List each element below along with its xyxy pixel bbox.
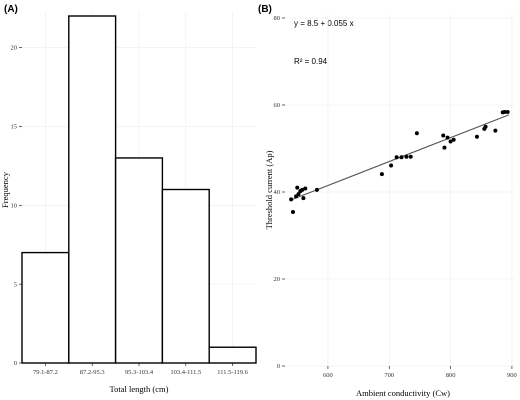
- panel-b-y-tick-label: 60: [274, 102, 281, 109]
- data-point: [295, 185, 300, 190]
- bar-79.1-87.2: [21, 251, 70, 364]
- panel-a-plot: 0 5 10 15 20 79.1-87.2 87.2-95.3 95.3-103.4 103.…: [11, 12, 257, 376]
- panel-a-x-tick-label: 95.3-103.4: [125, 369, 154, 376]
- data-point: [493, 128, 498, 133]
- panel-a-y-tick-label: 0: [14, 360, 17, 367]
- data-point: [379, 172, 384, 177]
- panel-label-b: (B): [258, 4, 272, 15]
- panel-b-y-tick-label: 80: [274, 15, 281, 22]
- bar-103.4-111.5: [161, 188, 210, 364]
- data-point: [441, 133, 446, 138]
- panel-b-x-axis-title: Ambient conductivity (Cw): [356, 388, 450, 398]
- data-point: [303, 186, 308, 191]
- data-point: [502, 109, 507, 114]
- data-point: [445, 135, 450, 140]
- panel-a-x-tick-label: 103.4-111.5: [170, 369, 201, 376]
- data-point: [505, 109, 510, 114]
- data-point: [483, 124, 488, 129]
- panel-a-y-tick-label: 10: [11, 202, 18, 209]
- panel-b-y-tick-label: 0: [277, 363, 280, 370]
- panel-label-a: (A): [4, 4, 18, 15]
- data-point: [314, 187, 319, 192]
- panel-a-y-tick-label: 5: [14, 281, 17, 288]
- bar-87.2-95.3: [68, 15, 117, 364]
- data-point: [448, 139, 453, 144]
- regression-equation: y = 8.5 + 0.055 x: [294, 19, 354, 28]
- panel-a-y-tick-label: 20: [11, 45, 18, 52]
- data-point: [296, 192, 301, 197]
- panel-a-y-axis-title: Frequency: [0, 171, 10, 208]
- data-point: [408, 154, 413, 159]
- panel-a-x-tick-label: 87.2-95.3: [80, 369, 105, 376]
- panel-a-x-tick-label: 111.5-119.6: [217, 369, 248, 376]
- panel-b-plot: 0 20 40 60 80 600 700 800 900: [274, 14, 517, 379]
- data-point: [300, 187, 305, 192]
- data-point: [474, 134, 479, 139]
- data-point: [389, 163, 394, 168]
- r-squared: R² = 0.94: [294, 57, 328, 66]
- data-point: [414, 131, 419, 136]
- data-point: [442, 145, 447, 150]
- data-point: [301, 196, 306, 201]
- data-point: [399, 155, 404, 160]
- panel-b-x-tick-label: 600: [323, 372, 333, 379]
- data-point: [394, 155, 399, 160]
- panel-a-x-axis-title: Total length (cm): [110, 384, 169, 394]
- panel-a-x-tick-label: 79.1-87.2: [33, 369, 58, 376]
- bar-111.5-119.6: [208, 346, 257, 364]
- panel-b-y-tick-label: 40: [274, 189, 281, 196]
- data-point: [290, 210, 295, 215]
- data-point: [451, 137, 456, 142]
- panel-b-y-axis-title: Threshold current (Ap): [264, 150, 274, 229]
- bar-95.3-103.4: [114, 157, 164, 364]
- data-point: [289, 197, 294, 202]
- panel-b-x-tick-label: 700: [384, 372, 394, 379]
- panel-a-y-tick-label: 15: [11, 124, 18, 131]
- panel-b-x-tick-label: 800: [446, 372, 456, 379]
- panel-b-y-tick-label: 20: [274, 276, 281, 283]
- data-point: [404, 154, 409, 159]
- panel-b-x-tick-label: 900: [507, 372, 517, 379]
